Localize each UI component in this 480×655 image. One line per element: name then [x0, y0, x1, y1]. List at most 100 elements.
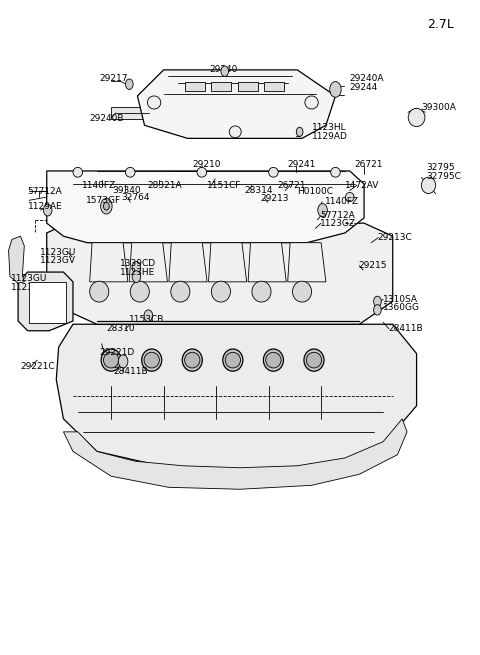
Ellipse shape [197, 168, 206, 177]
Polygon shape [288, 243, 326, 282]
Ellipse shape [346, 193, 354, 202]
Ellipse shape [331, 168, 340, 177]
Text: 29240A: 29240A [350, 74, 384, 83]
Text: 1129AD: 1129AD [312, 132, 348, 141]
Circle shape [43, 204, 52, 216]
Text: 29221C: 29221C [21, 362, 55, 371]
Text: 1123HL: 1123HL [312, 123, 346, 132]
Text: 29241: 29241 [288, 160, 316, 169]
Ellipse shape [269, 168, 278, 177]
Ellipse shape [229, 126, 241, 138]
Polygon shape [90, 243, 128, 282]
Text: 39300A: 39300A [421, 103, 456, 111]
Circle shape [318, 204, 327, 217]
Text: 26721: 26721 [355, 160, 383, 169]
Ellipse shape [421, 177, 436, 193]
Circle shape [104, 202, 109, 210]
Text: 1123HE: 1123HE [120, 267, 155, 276]
Ellipse shape [130, 281, 149, 302]
Ellipse shape [142, 349, 162, 371]
Polygon shape [9, 236, 24, 283]
Text: 29215: 29215 [359, 261, 387, 270]
Text: 29240B: 29240B [90, 114, 124, 123]
Text: 29210: 29210 [192, 160, 221, 169]
Text: 29217: 29217 [99, 74, 128, 83]
Ellipse shape [125, 168, 135, 177]
Ellipse shape [266, 352, 281, 368]
Text: 57712A: 57712A [320, 211, 355, 220]
Bar [238, 82, 258, 92]
Text: 2.7L: 2.7L [427, 18, 454, 31]
Text: 1123GZ: 1123GZ [320, 219, 356, 229]
Ellipse shape [73, 168, 83, 177]
Ellipse shape [305, 96, 318, 109]
Polygon shape [47, 171, 364, 243]
Text: 1573GF: 1573GF [86, 196, 121, 205]
Text: 29240: 29240 [209, 66, 238, 75]
Text: 1153CB: 1153CB [129, 315, 165, 324]
Text: 1129AE: 1129AE [28, 202, 62, 212]
Ellipse shape [90, 281, 109, 302]
Circle shape [101, 198, 112, 214]
Ellipse shape [147, 96, 161, 109]
Bar [211, 82, 231, 92]
Ellipse shape [185, 352, 200, 368]
Circle shape [330, 82, 341, 97]
Polygon shape [137, 70, 336, 138]
Text: 32764: 32764 [121, 193, 150, 202]
Ellipse shape [225, 352, 240, 368]
Text: 28411B: 28411B [388, 324, 422, 333]
Circle shape [373, 296, 381, 307]
Text: 1140FZ: 1140FZ [82, 181, 116, 190]
Ellipse shape [264, 349, 283, 371]
Text: 32795C: 32795C [426, 172, 461, 181]
Text: 28411B: 28411B [114, 367, 148, 377]
Polygon shape [56, 324, 417, 471]
Circle shape [125, 79, 133, 90]
Text: 28310: 28310 [107, 324, 135, 333]
Ellipse shape [223, 349, 243, 371]
Ellipse shape [292, 281, 312, 302]
Text: 32795: 32795 [426, 163, 455, 172]
Text: 29244: 29244 [350, 83, 378, 92]
Ellipse shape [252, 281, 271, 302]
Text: 1310SA: 1310SA [383, 295, 418, 304]
Circle shape [296, 127, 303, 136]
Text: 1123GU: 1123GU [39, 248, 76, 257]
Text: 1123GV: 1123GV [39, 256, 75, 265]
Polygon shape [18, 272, 73, 331]
Text: 57712A: 57712A [28, 187, 62, 196]
Text: 28314: 28314 [245, 186, 273, 195]
Circle shape [373, 305, 381, 315]
Ellipse shape [171, 281, 190, 302]
Text: 28321A: 28321A [147, 181, 181, 190]
Text: 29213C: 29213C [377, 233, 412, 242]
Text: H0100C: H0100C [297, 187, 333, 196]
Polygon shape [129, 243, 168, 282]
Circle shape [132, 261, 141, 273]
Ellipse shape [182, 349, 202, 371]
Circle shape [221, 66, 228, 77]
Ellipse shape [144, 352, 159, 368]
Ellipse shape [306, 352, 322, 368]
Polygon shape [208, 243, 247, 282]
Circle shape [118, 355, 128, 368]
Polygon shape [111, 107, 149, 119]
Text: 1123GV: 1123GV [11, 282, 47, 291]
Ellipse shape [211, 281, 230, 302]
Text: 1472AV: 1472AV [345, 181, 379, 190]
Text: 1140FZ: 1140FZ [325, 197, 359, 206]
Text: 1339CD: 1339CD [120, 259, 156, 268]
Circle shape [144, 310, 153, 322]
Text: 26721: 26721 [277, 181, 306, 190]
Text: 29213: 29213 [261, 194, 289, 203]
Polygon shape [169, 243, 207, 282]
Bar [264, 82, 284, 92]
Text: 39340: 39340 [113, 186, 141, 195]
Bar [29, 282, 66, 323]
Polygon shape [63, 419, 407, 489]
Text: 29221D: 29221D [99, 348, 134, 357]
Text: 1123GU: 1123GU [11, 274, 48, 283]
Ellipse shape [304, 349, 324, 371]
Ellipse shape [104, 352, 119, 368]
